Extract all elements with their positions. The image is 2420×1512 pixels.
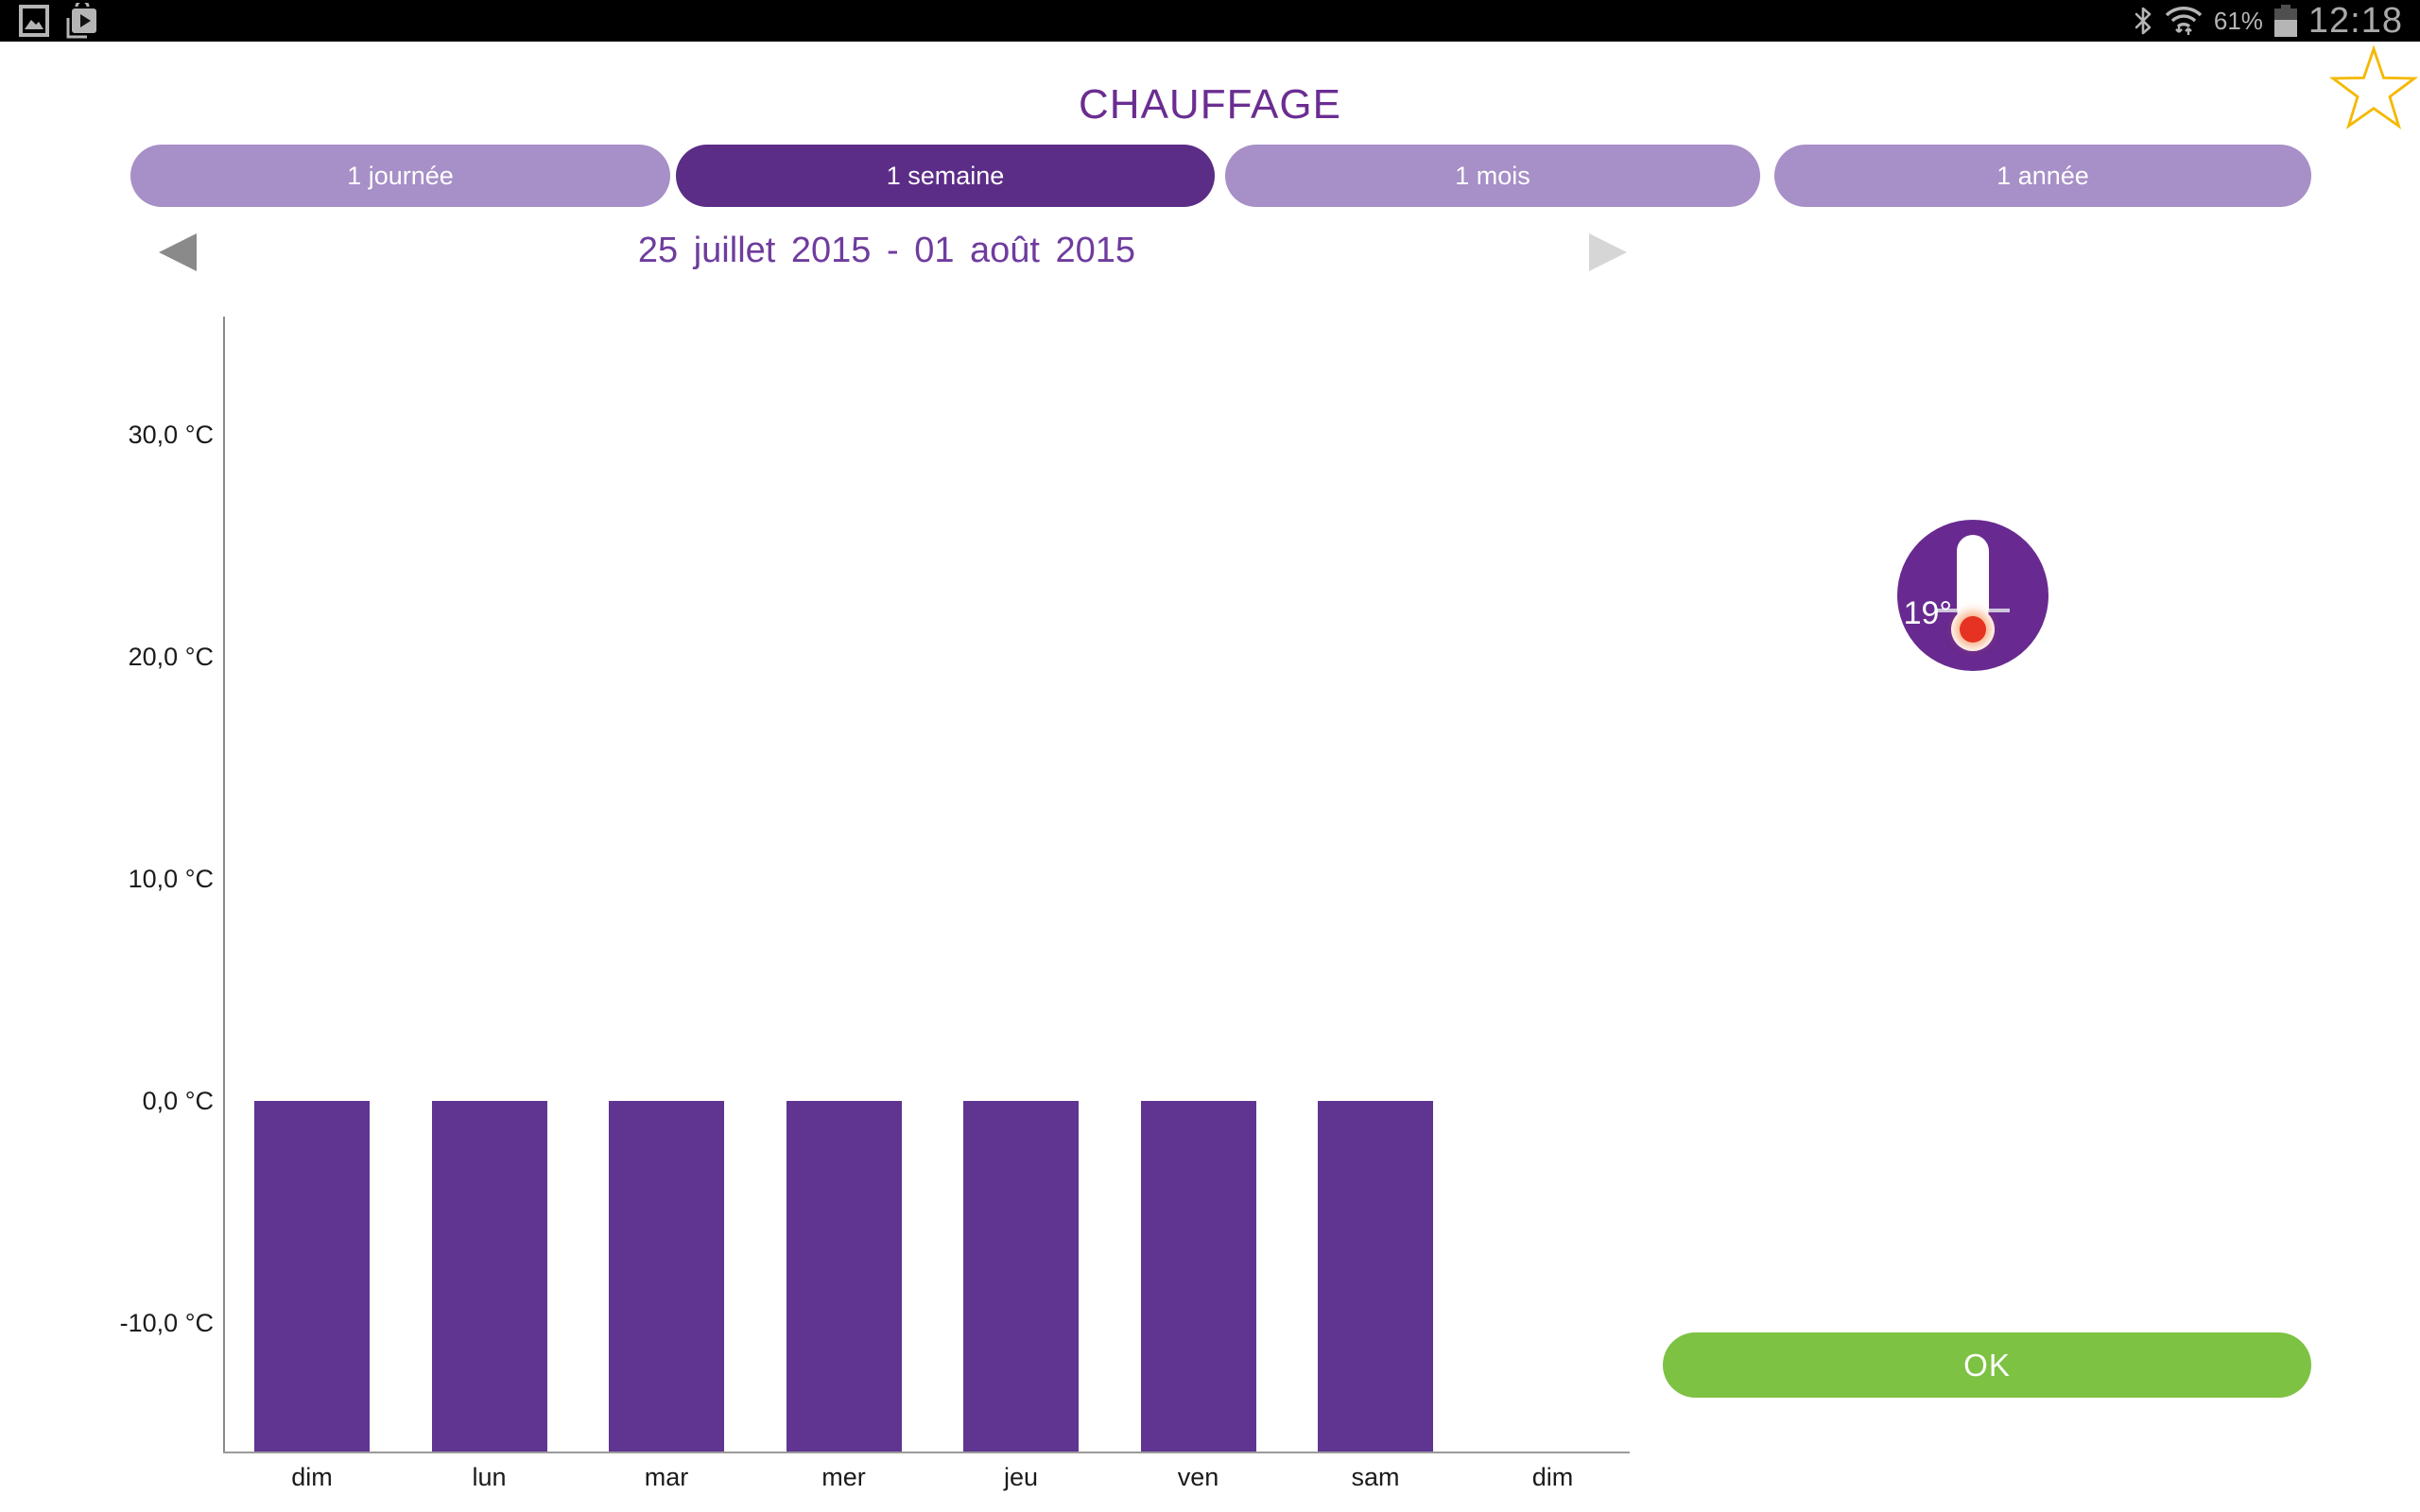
x-tick-label: mar <box>644 1463 689 1491</box>
star-icon[interactable] <box>2329 45 2418 134</box>
play-store-notification-icon <box>66 3 96 39</box>
date-range-label: 25 juillet 2015 - 01 août 2015 <box>637 231 1136 270</box>
bluetooth-icon <box>2135 7 2152 35</box>
x-tick-label: dim <box>291 1463 333 1491</box>
battery-icon <box>2273 5 2297 37</box>
y-tick-label: 20,0 °C <box>128 643 214 671</box>
page-title: CHAUFFAGE <box>1079 81 1341 128</box>
next-period-button[interactable] <box>1589 233 1627 271</box>
y-tick-label: 10,0 °C <box>128 865 214 893</box>
x-tick-label: lun <box>472 1463 507 1491</box>
bar-dim-0 <box>254 1101 370 1452</box>
thermostat-widget[interactable]: 19° <box>1897 520 2048 671</box>
setpoint-label: 19° <box>1903 595 1952 631</box>
tab-1-journée[interactable]: 1 journée <box>130 145 670 207</box>
clock: 12:18 <box>2308 0 2403 41</box>
ok-button[interactable]: OK <box>1663 1332 2311 1398</box>
y-tick-label: 0,0 °C <box>142 1087 214 1115</box>
thermometer-bulb <box>1960 616 1986 643</box>
bar-ven-5 <box>1140 1101 1256 1452</box>
x-tick-label: ven <box>1177 1463 1219 1491</box>
gallery-notification-icon <box>19 5 49 37</box>
y-axis-line <box>223 317 225 1452</box>
previous-period-button[interactable] <box>159 233 197 271</box>
x-tick-label: dim <box>1531 1463 1574 1491</box>
status-bar: 61% 12:18 <box>0 0 2420 42</box>
system-status-icons: 61% 12:18 <box>2133 0 2403 42</box>
period-tabs: 1 journée 1 semaine 1 mois 1 année <box>0 145 2420 207</box>
x-tick-label: mer <box>821 1463 866 1491</box>
notification-icons <box>19 0 98 42</box>
x-tick-label: sam <box>1351 1463 1400 1491</box>
y-tick-label: 30,0 °C <box>128 421 214 449</box>
battery-percent: 61% <box>2213 6 2263 35</box>
y-tick-label: -10,0 °C <box>119 1309 214 1337</box>
x-tick-label: jeu <box>1003 1463 1039 1491</box>
bar-mer-3 <box>786 1101 902 1452</box>
bar-lun-1 <box>431 1101 547 1452</box>
tab-1-année[interactable]: 1 année <box>1774 145 2311 207</box>
tab-1-semaine[interactable]: 1 semaine <box>676 145 1215 207</box>
wifi-icon <box>2165 7 2203 35</box>
x-axis-line <box>223 1452 1630 1453</box>
bar-sam-6 <box>1318 1101 1433 1452</box>
tab-1-mois[interactable]: 1 mois <box>1225 145 1760 207</box>
bar-jeu-4 <box>963 1101 1079 1452</box>
bar-mar-2 <box>609 1101 724 1452</box>
